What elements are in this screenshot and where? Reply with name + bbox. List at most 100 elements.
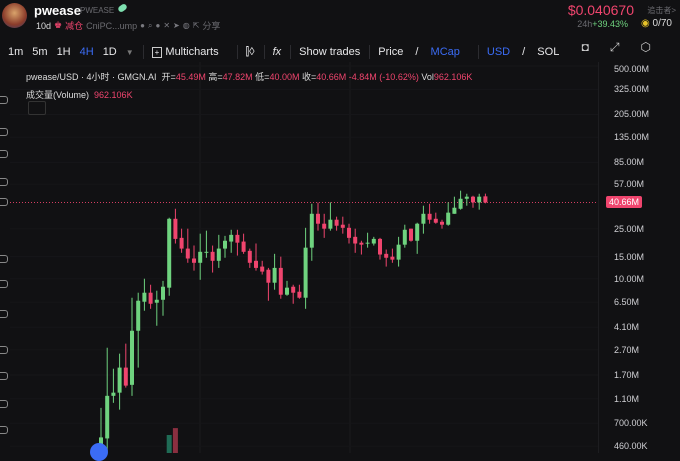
chevron-down-icon[interactable]: ▼ <box>125 47 134 57</box>
slots-value: 0/70 <box>652 18 672 29</box>
token-avatar[interactable] <box>2 3 27 28</box>
measure-tool-icon[interactable] <box>0 280 8 288</box>
volume-label: 成交量(Volume) <box>26 90 90 100</box>
slots-counter[interactable]: ◉ 0/70 <box>641 18 672 29</box>
close-value: 40.66M <box>316 72 347 82</box>
share-button[interactable]: 分享 <box>202 21 221 31</box>
price-axis[interactable]: 500.00M 325.00M 205.00M 135.00M 85.00M 57.00M… <box>598 62 680 453</box>
price-axis-label: 205.00M <box>614 109 650 120</box>
candle-body <box>303 247 308 298</box>
price-axis-label: 500.00M <box>614 64 650 74</box>
search-icon[interactable]: ⌕ <box>148 20 153 30</box>
candle-body <box>402 229 407 245</box>
price-mcap-toggle[interactable]: Price / MCap <box>378 46 469 58</box>
candle-body <box>353 236 358 244</box>
magnet-tool-icon[interactable] <box>0 346 8 354</box>
candle-body <box>316 213 320 224</box>
candle-body <box>130 330 134 385</box>
ohlc-legend: pwease/USD · 4小时 · GMGN.AI 开=45.49M 高=47… <box>26 70 472 83</box>
volume-value: 962.106K <box>94 90 133 100</box>
low-label: 低= <box>255 72 270 82</box>
candle-body <box>285 287 289 295</box>
price-axis-label: 2.70M <box>614 344 640 355</box>
fullscreen-icon[interactable]: ⤢ <box>609 40 620 54</box>
candle-body <box>390 256 395 260</box>
copy-icon[interactable]: ● <box>140 21 145 30</box>
fib-tool-icon[interactable] <box>0 178 8 186</box>
camera-icon[interactable]: ◘ <box>581 40 589 54</box>
mcap-option[interactable]: MCap <box>430 46 460 58</box>
candle-body <box>322 223 327 229</box>
telegram-icon[interactable]: ➤ <box>173 21 180 30</box>
candle-body <box>142 292 147 302</box>
interval-5m[interactable]: 5m <box>32 46 48 58</box>
price-axis-label: 700.00K <box>614 418 648 429</box>
price-option[interactable]: Price <box>378 46 404 58</box>
settings-icon[interactable]: ⬡ <box>640 40 651 54</box>
price-axis-label: 325.00M <box>614 84 650 95</box>
candle-body <box>229 234 234 242</box>
currency-toggle[interactable]: USD / SOL <box>487 46 568 58</box>
assistant-icon[interactable] <box>90 443 108 461</box>
candle-body <box>272 267 277 283</box>
price-axis-label: 15.00M <box>614 251 645 262</box>
website-icon[interactable]: ● <box>155 21 161 30</box>
price-axis-label: 4.10M <box>614 322 640 333</box>
chase-link[interactable]: 追击者> <box>647 6 676 15</box>
x-icon[interactable]: ✕ <box>163 21 171 30</box>
collapse-legend-button[interactable] <box>28 101 46 115</box>
volume-bar <box>166 435 172 453</box>
candle-body <box>254 260 258 268</box>
text-tool-icon[interactable] <box>0 255 8 263</box>
candle-body <box>260 266 265 272</box>
line-tool-icon[interactable] <box>0 128 8 136</box>
candle-body <box>371 238 376 244</box>
divider <box>142 45 144 59</box>
brush-tool-icon[interactable] <box>0 198 8 206</box>
token-ticker: PWEASE <box>80 6 115 15</box>
multicharts-button[interactable]: + Multicharts <box>151 46 228 58</box>
trash-tool-icon[interactable] <box>0 426 8 434</box>
candle-body <box>309 213 314 248</box>
usd-option[interactable]: USD <box>486 46 511 58</box>
price-axis-label: 57.00M <box>614 179 645 190</box>
candle-body <box>458 198 463 209</box>
interval-1d[interactable]: 1D <box>102 46 117 58</box>
interval-4h[interactable]: 4H <box>79 46 94 58</box>
lock-tool-icon[interactable] <box>0 372 8 380</box>
candle-body <box>347 227 351 238</box>
share-icon[interactable]: ⇱ <box>192 21 200 30</box>
sol-option[interactable]: SOL <box>537 46 560 58</box>
candle-body <box>105 395 110 439</box>
slash: / <box>522 46 526 58</box>
candle-body <box>340 224 345 228</box>
candle-body <box>464 196 469 199</box>
globe-icon[interactable]: ◍ <box>182 21 190 30</box>
candle-body <box>278 267 283 295</box>
price-axis-label: 85.00M <box>614 157 645 168</box>
candle-body <box>483 196 488 203</box>
crosshair-tool-icon[interactable] <box>0 96 8 104</box>
candle-style-icon[interactable]: ⫿◊ <box>245 45 255 58</box>
pair-label: pwease/USD · 4小时 · GMGN.AI <box>26 72 157 82</box>
candlestick-chart[interactable] <box>0 0 598 453</box>
candle-body <box>204 251 209 253</box>
open-label: 开= <box>161 72 176 82</box>
candle-body <box>210 251 215 261</box>
volume-bar <box>172 428 178 453</box>
candle-body <box>365 242 370 244</box>
candle-body <box>477 196 482 203</box>
candle-body <box>384 253 389 258</box>
indicators-button[interactable]: fx <box>272 46 282 58</box>
interval-1m[interactable]: 1m <box>8 46 24 58</box>
token-address[interactable]: CniPC...ump <box>86 20 138 31</box>
show-trades-button[interactable]: Show trades <box>299 46 361 58</box>
divider <box>263 45 265 59</box>
close-label: 收= <box>301 72 317 82</box>
eye-tool-icon[interactable] <box>0 400 8 408</box>
interval-1h[interactable]: 1H <box>56 46 71 58</box>
candle-body <box>154 299 159 303</box>
candle-body <box>173 218 178 239</box>
zoom-tool-icon[interactable] <box>0 310 8 318</box>
path-tool-icon[interactable] <box>0 150 8 158</box>
